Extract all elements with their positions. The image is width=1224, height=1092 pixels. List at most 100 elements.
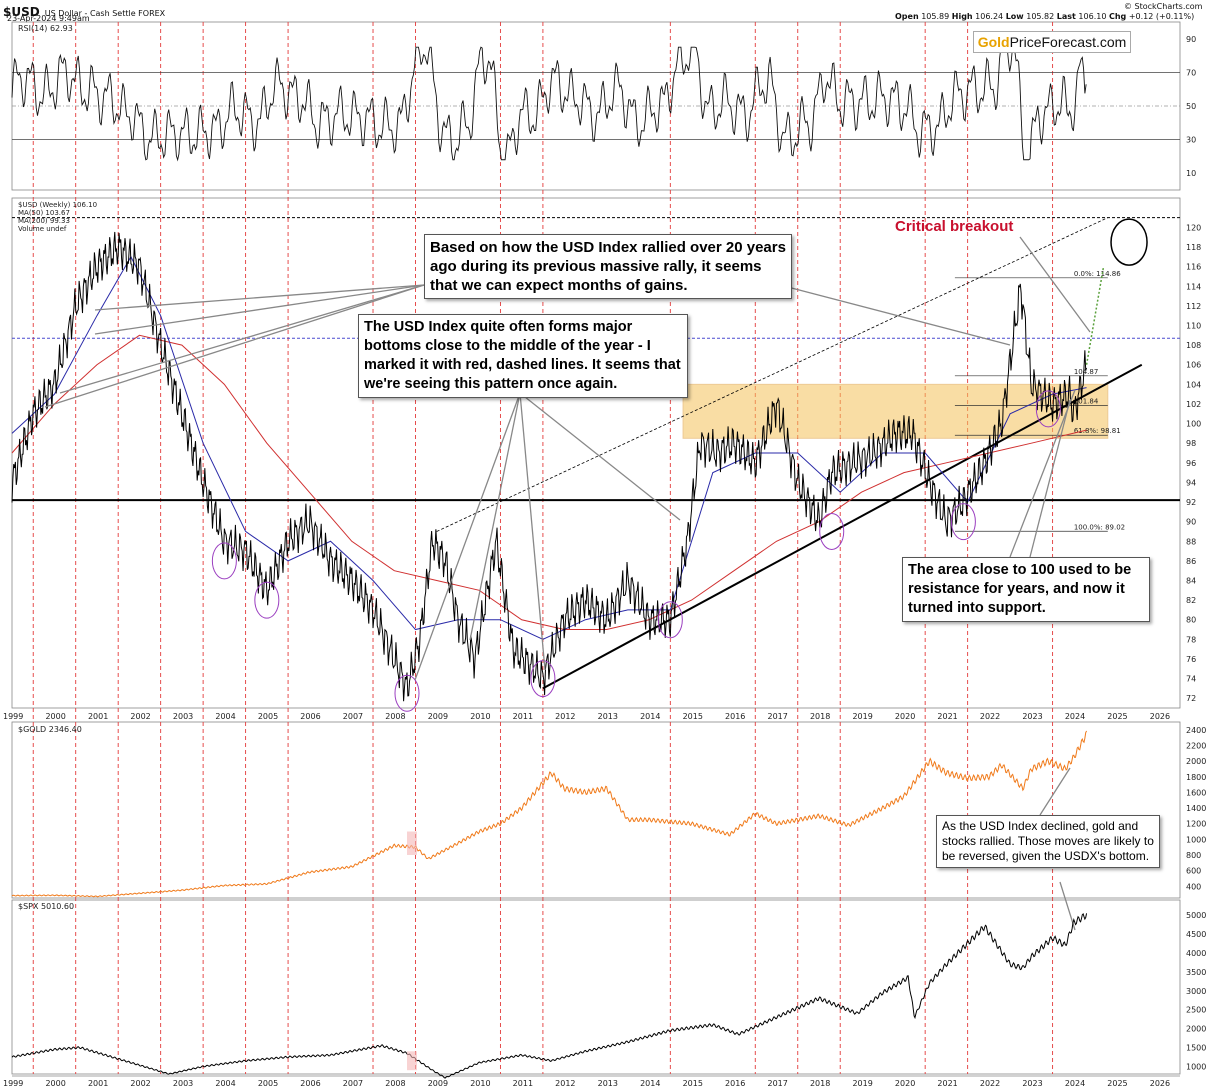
usd-ytick: 92	[1186, 498, 1196, 507]
bottoms-pointer	[414, 392, 521, 681]
spx-ytick: 3000	[1186, 987, 1206, 996]
usd-ytick: 118	[1186, 243, 1201, 252]
gold-legend: $GOLD 2346.40	[18, 725, 82, 734]
usd-ytick: 80	[1186, 616, 1196, 625]
usd-xtick: 2000	[45, 712, 65, 721]
logo-gold: Gold	[977, 34, 1010, 50]
low-value: 105.82	[1026, 12, 1055, 21]
bottom-xtick: 2025	[1107, 1079, 1127, 1088]
bottom-xtick: 2010	[470, 1079, 490, 1088]
bottom-xtick: 2006	[300, 1079, 320, 1088]
usd-xtick: 2021	[937, 712, 957, 721]
usd-ytick: 82	[1186, 596, 1196, 605]
last-value: 106.10	[1078, 12, 1107, 21]
support-pointer	[1029, 399, 1071, 558]
usd-xtick: 2022	[980, 712, 1000, 721]
rsi-ytick: 70	[1186, 68, 1196, 77]
gold-ytick: 1600	[1186, 788, 1206, 797]
projection-dotted	[1085, 266, 1105, 365]
usd-xtick: 2020	[895, 712, 915, 721]
usd-xtick: 2003	[173, 712, 193, 721]
last-label: Last	[1056, 12, 1076, 21]
critical-breakout-label: Critical breakout	[895, 218, 1014, 235]
bottom-circle	[657, 601, 683, 639]
spx-highlight	[406, 1051, 417, 1071]
bottom-xtick: 1999	[3, 1079, 23, 1088]
trend-line-dashed	[436, 217, 1108, 532]
bottoms-pointer	[519, 392, 546, 671]
rally-pointer	[779, 284, 1011, 346]
spx-ytick: 1000	[1186, 1062, 1206, 1071]
bottom-xtick: 2000	[45, 1079, 65, 1088]
bottom-xtick: 2005	[258, 1079, 278, 1088]
gold-ytick: 2400	[1186, 726, 1206, 735]
support-zone	[682, 383, 1109, 439]
spx-ytick: 1500	[1186, 1044, 1206, 1053]
spx-legend: $SPX 5010.60	[18, 902, 74, 911]
bottoms-pointer	[469, 392, 521, 641]
usd-ytick: 86	[1186, 557, 1196, 566]
bottom-circle	[254, 581, 280, 619]
bottom-xtick: 2008	[385, 1079, 405, 1088]
bottom-circle	[394, 674, 420, 712]
gold-panel-frame	[11, 721, 1181, 899]
chart-date: 23-Apr-2024 9:49am	[7, 14, 90, 23]
usd-xtick: 2013	[598, 712, 618, 721]
usd-xtick: 2009	[428, 712, 448, 721]
rsi-ytick: 50	[1186, 102, 1196, 111]
spx-panel-frame	[11, 899, 1181, 1075]
gold-ytick: 400	[1186, 882, 1201, 891]
usd-ytick: 78	[1186, 635, 1196, 644]
usd-xtick: 2015	[683, 712, 703, 721]
bottom-circle	[211, 542, 237, 580]
fib-level-label: 61.8%: 98.81	[1074, 427, 1121, 435]
fib-level-label: 101.84	[1074, 398, 1099, 406]
usd-ytick: 106	[1186, 361, 1201, 370]
gold-ytick: 1200	[1186, 820, 1206, 829]
usd-ytick: 120	[1186, 223, 1201, 232]
trend-line-support	[542, 363, 1143, 690]
annotation-bottoms: The USD Index quite often forms major bo…	[358, 314, 688, 398]
spx-ytick: 4500	[1186, 930, 1206, 939]
bottom-xtick: 2024	[1065, 1079, 1085, 1088]
usd-xtick: 2002	[130, 712, 150, 721]
rally-pointer	[94, 284, 425, 311]
annotation-gold-stocks: As the USD Index declined, gold and stoc…	[936, 815, 1160, 868]
rally-pointer	[44, 284, 425, 408]
bottom-circle	[950, 503, 976, 541]
bottom-xtick: 2007	[343, 1079, 363, 1088]
rally-pointer	[94, 284, 425, 335]
bottom-xtick: 2020	[895, 1079, 915, 1088]
bottom-xtick: 2013	[598, 1079, 618, 1088]
spx-ytick: 2500	[1186, 1006, 1206, 1015]
spx-ytick: 5000	[1186, 911, 1206, 920]
ma200-line	[11, 334, 1087, 631]
usd-legend-entry: MA(200) 99.33	[18, 217, 70, 225]
usd-xtick: 2007	[343, 712, 363, 721]
annotation-support: The area close to 100 used to be resista…	[902, 557, 1150, 622]
open-label: Open	[895, 12, 919, 21]
high-value: 106.24	[975, 12, 1004, 21]
bottom-xtick: 2003	[173, 1079, 193, 1088]
gold-ytick: 1000	[1186, 835, 1206, 844]
bottom-xtick: 2018	[810, 1079, 830, 1088]
ma50-line	[11, 255, 1087, 640]
rsi-ytick: 10	[1186, 169, 1196, 178]
spx-price-line	[11, 913, 1088, 1079]
usd-ytick: 116	[1186, 263, 1201, 272]
usd-xtick: 2004	[215, 712, 235, 721]
usd-legend-entry: Volume undef	[18, 225, 67, 233]
site-logo: GoldPriceForecast.com	[973, 31, 1131, 53]
bottom-circle	[819, 512, 845, 550]
usd-xtick: 2018	[810, 712, 830, 721]
bottom-xtick: 2012	[555, 1079, 575, 1088]
usd-xtick: 2026	[1150, 712, 1170, 721]
gold-ytick: 800	[1186, 851, 1201, 860]
bottom-xtick: 2016	[725, 1079, 745, 1088]
usd-xtick: 2024	[1065, 712, 1085, 721]
symbol-name: US Dollar - Cash Settle FOREX	[44, 9, 166, 18]
usd-xtick: 2014	[640, 712, 660, 721]
symbol-label: $USD	[3, 5, 40, 19]
bottom-xtick: 2023	[1022, 1079, 1042, 1088]
usd-xtick: 2008	[385, 712, 405, 721]
